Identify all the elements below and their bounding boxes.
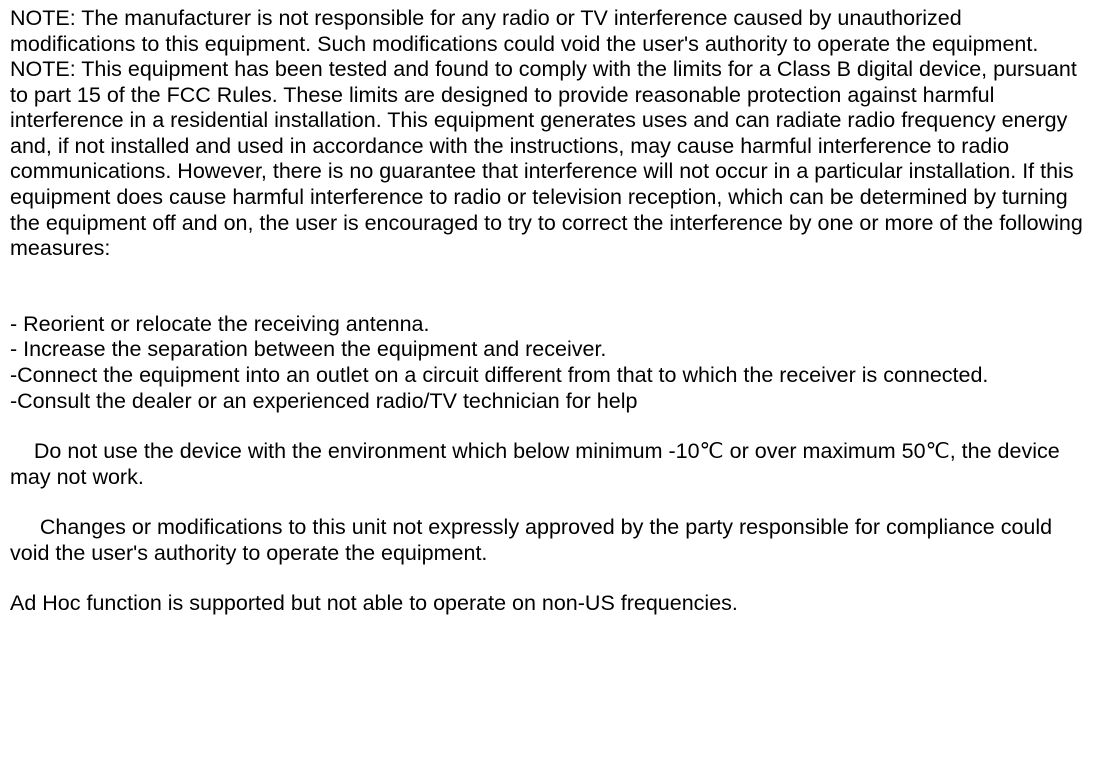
spacer bbox=[10, 566, 1093, 591]
temperature-warning: Do not use the device with the environme… bbox=[10, 439, 1093, 490]
measure-item-4: -Consult the dealer or an experienced ra… bbox=[10, 389, 1093, 415]
adhoc-note: Ad Hoc function is supported but not abl… bbox=[10, 591, 1093, 617]
spacer bbox=[10, 490, 1093, 515]
note-paragraph-1: NOTE: The manufacturer is not responsibl… bbox=[10, 6, 1093, 57]
spacer bbox=[10, 262, 1093, 312]
note-paragraph-2: NOTE: This equipment has been tested and… bbox=[10, 57, 1093, 262]
measure-item-3: -Connect the equipment into an outlet on… bbox=[10, 363, 1093, 389]
modification-warning: Changes or modifications to this unit no… bbox=[10, 515, 1093, 566]
document-page: NOTE: The manufacturer is not responsibl… bbox=[0, 0, 1105, 623]
measure-item-1: - Reorient or relocate the receiving ant… bbox=[10, 312, 1093, 338]
spacer bbox=[10, 414, 1093, 439]
measure-item-2: - Increase the separation between the eq… bbox=[10, 337, 1093, 363]
